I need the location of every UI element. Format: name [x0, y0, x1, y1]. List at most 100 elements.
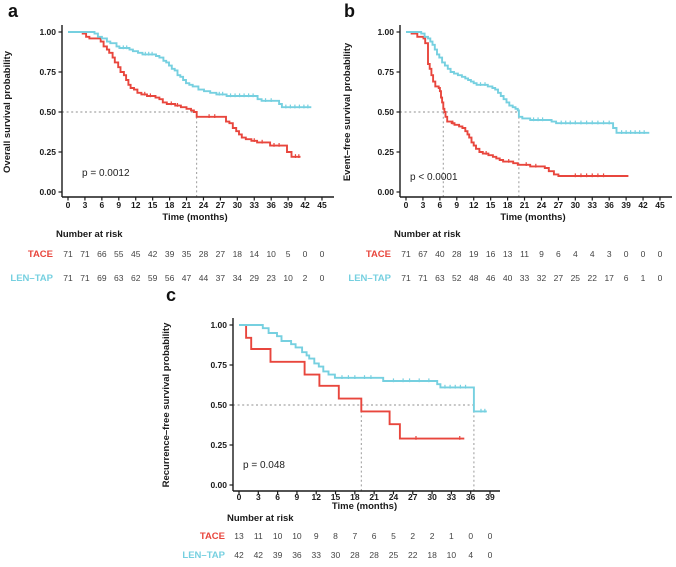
p-value-label: p = 0.0012 — [82, 168, 130, 179]
x-tick-label: 18 — [165, 200, 175, 210]
risk-count: 6 — [624, 273, 629, 283]
risk-count: 67 — [418, 249, 428, 259]
risk-count: 6 — [556, 249, 561, 259]
x-tick-label: 3 — [421, 200, 426, 210]
risk-count: 13 — [503, 249, 513, 259]
risk-count: 1 — [641, 273, 646, 283]
risk-group-label-lentap: LEN–TAP — [10, 273, 53, 284]
risk-count: 17 — [604, 273, 614, 283]
panel-c-letter: c — [166, 285, 177, 305]
x-tick-label: 36 — [266, 200, 276, 210]
x-tick-label: 0 — [237, 492, 242, 502]
risk-count: 42 — [234, 550, 244, 560]
x-tick-label: 42 — [300, 200, 310, 210]
risk-count: 10 — [292, 531, 302, 541]
risk-count: 13 — [234, 531, 244, 541]
km-curve-tace — [239, 324, 465, 440]
x-tick-label: 24 — [537, 200, 547, 210]
risk-count: 2 — [430, 531, 435, 541]
risk-count: 0 — [488, 550, 493, 560]
risk-count: 0 — [641, 249, 646, 259]
risk-count: 23 — [266, 273, 276, 283]
risk-count: 32 — [537, 273, 547, 283]
km-curve-lentap — [406, 31, 650, 134]
p-value-label: p < 0.0001 — [410, 172, 458, 183]
risk-count: 27 — [554, 273, 564, 283]
y-axis-title: Recurrence–free survival probability — [161, 322, 172, 487]
risk-count: 25 — [571, 273, 581, 283]
x-tick-label: 12 — [131, 200, 141, 210]
x-tick-label: 24 — [389, 492, 399, 502]
risk-count: 28 — [452, 249, 462, 259]
panel-a-survival-chart: 0.000.250.500.751.000 3 6 9 12 15 18 21 24 27 30 33… — [2, 25, 334, 284]
risk-group-label-lentap: LEN–TAP — [182, 550, 225, 561]
risk-count: 36 — [292, 550, 302, 560]
risk-count: 63 — [435, 273, 445, 283]
x-tick-label: 9 — [295, 492, 300, 502]
risk-count: 8 — [333, 531, 338, 541]
risk-count: 48 — [469, 273, 479, 283]
panel-a-letter: a — [8, 1, 19, 21]
risk-count: 63 — [114, 273, 124, 283]
risk-count: 71 — [401, 273, 411, 283]
panel-b-letter: b — [344, 1, 355, 21]
risk-count: 71 — [63, 249, 73, 259]
x-tick-label: 12 — [469, 200, 479, 210]
km-curve-tace — [68, 31, 301, 158]
x-tick-label: 45 — [317, 200, 327, 210]
y-tick-label: 0.25 — [210, 440, 227, 450]
risk-count: 42 — [148, 249, 158, 259]
x-tick-label: 39 — [485, 492, 495, 502]
risk-count: 10 — [447, 550, 457, 560]
y-tick-label: 0.75 — [377, 67, 394, 77]
y-tick-label: 0.25 — [39, 147, 56, 157]
risk-count: 2 — [303, 273, 308, 283]
risk-count: 18 — [427, 550, 437, 560]
y-tick-label: 0.50 — [377, 107, 394, 117]
x-tick-label: 9 — [116, 200, 121, 210]
risk-count: 52 — [452, 273, 462, 283]
y-tick-label: 1.00 — [377, 27, 394, 37]
risk-count: 0 — [320, 249, 325, 259]
risk-count: 27 — [216, 249, 226, 259]
x-tick-label: 30 — [571, 200, 581, 210]
x-tick-label: 6 — [275, 492, 280, 502]
x-tick-label: 30 — [233, 200, 243, 210]
risk-count: 35 — [182, 249, 192, 259]
x-tick-label: 36 — [466, 492, 476, 502]
risk-count: 69 — [97, 273, 107, 283]
risk-table-title: Number at risk — [394, 229, 461, 240]
x-tick-label: 15 — [148, 200, 158, 210]
y-tick-label: 1.00 — [210, 320, 227, 330]
risk-count: 11 — [520, 249, 529, 259]
risk-count: 44 — [199, 273, 209, 283]
x-tick-label: 6 — [437, 200, 442, 210]
risk-count: 40 — [435, 249, 445, 259]
risk-count: 5 — [286, 249, 291, 259]
y-axis-title: Overall survival probability — [2, 50, 13, 173]
y-tick-label: 0.75 — [39, 67, 56, 77]
risk-count: 0 — [488, 531, 493, 541]
x-tick-label: 30 — [427, 492, 437, 502]
risk-count: 22 — [408, 550, 418, 560]
risk-count: 45 — [131, 249, 141, 259]
x-axis-title: Time (months) — [162, 212, 227, 223]
risk-count: 28 — [350, 550, 360, 560]
km-curve-lentap — [239, 324, 487, 413]
x-tick-label: 18 — [503, 200, 513, 210]
x-tick-label: 0 — [404, 200, 409, 210]
risk-count: 39 — [273, 550, 283, 560]
risk-count: 62 — [131, 273, 141, 283]
risk-count: 71 — [63, 273, 73, 283]
y-tick-label: 0.00 — [39, 187, 56, 197]
risk-count: 25 — [389, 550, 399, 560]
x-tick-label: 24 — [199, 200, 209, 210]
risk-count: 4 — [573, 249, 578, 259]
risk-group-label-lentap: LEN–TAP — [348, 273, 391, 284]
risk-group-label-tace: TACE — [366, 249, 391, 260]
risk-count: 4 — [468, 550, 473, 560]
x-tick-label: 18 — [350, 492, 360, 502]
risk-count: 59 — [148, 273, 158, 283]
x-tick-label: 21 — [182, 200, 192, 210]
y-axis-title: Event–free survival probability — [342, 42, 353, 181]
